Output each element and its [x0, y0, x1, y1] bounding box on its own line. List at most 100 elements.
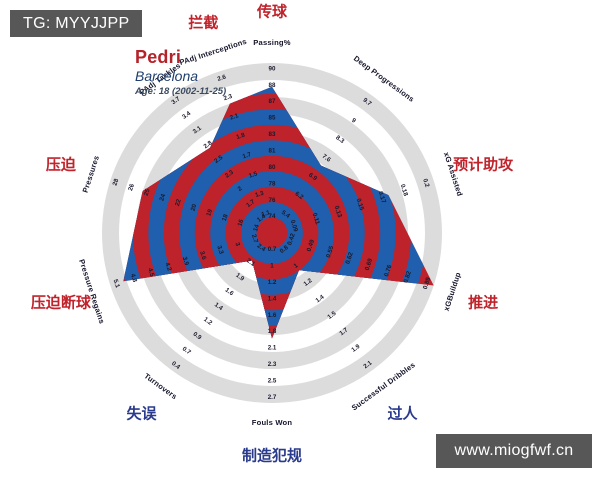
- svg-text:6.9: 6.9: [307, 172, 319, 183]
- svg-text:87: 87: [269, 98, 276, 105]
- svg-text:3.7: 3.7: [170, 95, 182, 106]
- svg-text:85: 85: [269, 115, 276, 122]
- svg-text:1.6: 1.6: [268, 312, 277, 319]
- svg-text:3.4: 3.4: [181, 110, 193, 121]
- svg-text:16: 16: [236, 218, 245, 227]
- svg-text:0.18: 0.18: [399, 183, 410, 197]
- svg-text:19: 19: [205, 208, 214, 217]
- svg-text:0.11: 0.11: [311, 212, 321, 226]
- svg-text:78: 78: [269, 180, 276, 187]
- player-club: Barcelona: [135, 68, 199, 84]
- svg-text:0.7: 0.7: [268, 246, 277, 253]
- player-age: Age: 18 (2002-11-25): [135, 86, 227, 97]
- axis-label-cn-4: 过人: [387, 404, 418, 423]
- svg-text:1.4: 1.4: [268, 295, 277, 302]
- svg-text:88: 88: [269, 82, 276, 89]
- svg-text:2.4: 2.4: [256, 242, 268, 253]
- svg-text:0.09: 0.09: [289, 219, 300, 233]
- svg-text:1.7: 1.7: [338, 326, 350, 337]
- svg-text:76: 76: [269, 197, 276, 204]
- axis-label-cn-2: 预计助攻: [453, 155, 514, 174]
- svg-text:1.2: 1.2: [268, 279, 277, 286]
- svg-text:4.2: 4.2: [163, 262, 172, 273]
- svg-text:1.9: 1.9: [234, 272, 246, 283]
- svg-text:26: 26: [127, 182, 136, 191]
- svg-text:0.76: 0.76: [383, 263, 394, 277]
- axis-label-cn-0: 传球: [256, 2, 288, 21]
- svg-text:1: 1: [293, 262, 300, 270]
- svg-text:2.6: 2.6: [217, 73, 228, 82]
- svg-text:1.6: 1.6: [224, 287, 236, 298]
- svg-text:0.4: 0.4: [170, 360, 182, 371]
- axis-label-cn-3: 推进: [468, 293, 499, 312]
- svg-text:PAdj Interceptions: PAdj Interceptions: [178, 37, 247, 67]
- axis-label-cn-8: 压迫: [45, 155, 76, 174]
- svg-text:1.4: 1.4: [314, 293, 326, 304]
- svg-text:74: 74: [269, 213, 276, 220]
- svg-text:xGBuildup: xGBuildup: [442, 271, 463, 312]
- svg-text:1: 1: [270, 262, 274, 269]
- top-overlay-tag: TG: MYYJJPP: [10, 10, 143, 37]
- svg-text:5.1: 5.1: [112, 278, 121, 289]
- svg-text:6.2: 6.2: [294, 190, 306, 201]
- svg-text:20: 20: [190, 203, 199, 212]
- svg-text:0.42: 0.42: [286, 232, 297, 246]
- svg-text:3.1: 3.1: [192, 124, 204, 135]
- svg-text:0.15: 0.15: [355, 198, 366, 212]
- svg-text:0.2: 0.2: [421, 178, 430, 189]
- svg-text:2.3: 2.3: [223, 93, 234, 102]
- svg-text:1.2: 1.2: [202, 316, 214, 327]
- svg-text:0.89: 0.89: [422, 276, 433, 290]
- svg-text:18: 18: [221, 213, 230, 222]
- axis-label-cn-5: 制造犯规: [241, 446, 303, 465]
- svg-text:7.6: 7.6: [321, 153, 333, 164]
- svg-text:90: 90: [269, 65, 276, 72]
- svg-text:2.3: 2.3: [268, 361, 277, 368]
- svg-text:2.1: 2.1: [362, 359, 374, 370]
- svg-text:22: 22: [174, 198, 183, 207]
- svg-text:1.8: 1.8: [268, 328, 277, 335]
- svg-text:3: 3: [233, 242, 241, 248]
- svg-text:1.9: 1.9: [350, 343, 362, 354]
- svg-text:4.8: 4.8: [129, 273, 138, 284]
- svg-text:28: 28: [112, 177, 121, 186]
- svg-text:2.8: 2.8: [202, 139, 214, 150]
- svg-text:0.13: 0.13: [333, 205, 344, 219]
- svg-text:25: 25: [143, 188, 152, 197]
- axis-label-cn-10: 拦截: [188, 13, 219, 32]
- svg-text:2.7: 2.7: [268, 394, 277, 401]
- svg-text:0.69: 0.69: [364, 257, 375, 271]
- radar-tick-labels: 74 76 78 80 81 83 85 87 88 90 5.46.26.97.68.3 9 9.7 0…: [112, 65, 433, 401]
- axis-label-cn-7: 压迫断球: [30, 293, 91, 312]
- svg-text:Turnovers: Turnovers: [142, 371, 178, 401]
- svg-text:1.5: 1.5: [326, 310, 338, 321]
- svg-text:3.9: 3.9: [181, 256, 190, 267]
- svg-text:8.3: 8.3: [334, 134, 346, 145]
- svg-text:0.8: 0.8: [279, 244, 291, 255]
- svg-text:1.2: 1.2: [302, 277, 314, 288]
- svg-text:0.9: 0.9: [192, 331, 204, 342]
- svg-text:1.7: 1.7: [245, 198, 257, 209]
- svg-text:0.82: 0.82: [402, 270, 413, 284]
- svg-text:0.17: 0.17: [377, 190, 388, 204]
- radar-chart: 74 76 78 80 81 83 85 87 88 90 5.46.26.97.68.3 9 9.7 0…: [77, 37, 465, 427]
- watermark-tag: www.miogfwf.cn: [436, 434, 592, 468]
- svg-text:1.7: 1.7: [242, 151, 253, 160]
- svg-text:3.6: 3.6: [198, 250, 207, 261]
- svg-text:Pressures: Pressures: [81, 154, 101, 193]
- svg-text:Fouls Won: Fouls Won: [252, 418, 293, 427]
- svg-text:1.4: 1.4: [213, 301, 225, 312]
- svg-text:1.5: 1.5: [248, 170, 259, 179]
- svg-text:9.7: 9.7: [362, 97, 374, 108]
- svg-text:81: 81: [269, 148, 276, 155]
- svg-text:2.5: 2.5: [268, 377, 277, 384]
- svg-text:1.1: 1.1: [261, 209, 272, 218]
- svg-text:0.49: 0.49: [306, 238, 317, 252]
- axis-label-cn-6: 失误: [126, 404, 157, 423]
- page-title: Pedri: [135, 47, 182, 67]
- svg-text:0.62: 0.62: [344, 251, 355, 265]
- svg-text:24: 24: [158, 193, 167, 202]
- svg-text:2: 2: [237, 185, 244, 193]
- svg-text:80: 80: [269, 164, 276, 171]
